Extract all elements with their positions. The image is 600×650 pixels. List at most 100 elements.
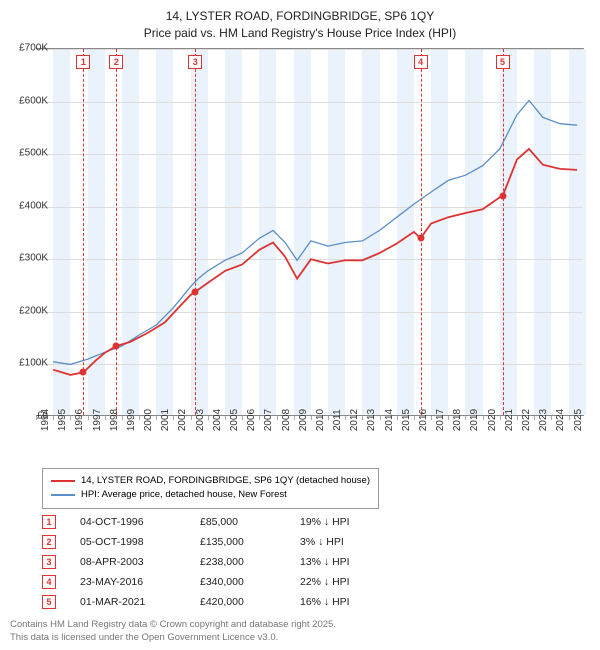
xtick-label: 2024 [555, 409, 566, 431]
sales-row-date: 01-MAR-2021 [80, 596, 200, 608]
sales-row-date: 05-OCT-1998 [80, 536, 200, 548]
plot-area: 12345 [36, 48, 584, 416]
xtick-mark [294, 416, 295, 420]
xtick-mark [448, 416, 449, 420]
sales-row-price: £340,000 [200, 576, 300, 588]
xtick-label: 2007 [263, 409, 274, 431]
xtick-mark [465, 416, 466, 420]
xtick-mark [483, 416, 484, 420]
xtick-mark [277, 416, 278, 420]
xtick-label: 2019 [469, 409, 480, 431]
sale-marker-vline [195, 49, 196, 415]
title-line-1: 14, LYSTER ROAD, FORDINGBRIDGE, SP6 1QY [10, 8, 590, 25]
xtick-mark [397, 416, 398, 420]
sale-marker-dot [417, 235, 424, 242]
sales-row-marker: 1 [42, 515, 56, 529]
xtick-label: 2025 [573, 409, 584, 431]
sales-row-marker: 4 [42, 575, 56, 589]
xtick-mark [500, 416, 501, 420]
sale-marker-vline [503, 49, 504, 415]
sale-marker-vline [116, 49, 117, 415]
xtick-mark [139, 416, 140, 420]
xtick-label: 1999 [126, 409, 137, 431]
xtick-label: 1995 [57, 409, 68, 431]
sales-row-diff: 22% ↓ HPI [300, 576, 410, 588]
ytick-label: £100K [19, 358, 48, 369]
xtick-mark [122, 416, 123, 420]
xtick-label: 1997 [92, 409, 103, 431]
ytick-label: £500K [19, 148, 48, 159]
xtick-label: 2012 [349, 409, 360, 431]
sales-row-price: £420,000 [200, 596, 300, 608]
sales-row-date: 08-APR-2003 [80, 556, 200, 568]
legend-swatch-red [51, 480, 75, 483]
sale-marker-dot [499, 193, 506, 200]
sale-marker-dot [113, 343, 120, 350]
legend: 14, LYSTER ROAD, FORDINGBRIDGE, SP6 1QY … [42, 468, 379, 509]
xtick-mark [53, 416, 54, 420]
sales-row: 308-APR-2003£238,00013% ↓ HPI [42, 552, 410, 572]
xtick-mark [362, 416, 363, 420]
xtick-label: 2016 [418, 409, 429, 431]
sale-marker-box: 3 [188, 55, 202, 69]
xtick-mark [517, 416, 518, 420]
ytick-label: £400K [19, 200, 48, 211]
xtick-label: 2008 [281, 409, 292, 431]
xtick-mark [156, 416, 157, 420]
sales-table: 104-OCT-1996£85,00019% ↓ HPI205-OCT-1998… [42, 512, 410, 612]
xtick-label: 1998 [109, 409, 120, 431]
legend-label-blue: HPI: Average price, detached house, New … [81, 488, 287, 502]
sales-row-price: £135,000 [200, 536, 300, 548]
hpi-line [53, 101, 577, 365]
xtick-label: 2022 [521, 409, 532, 431]
xtick-label: 2015 [401, 409, 412, 431]
sales-row: 205-OCT-1998£135,0003% ↓ HPI [42, 532, 410, 552]
sales-row: 104-OCT-1996£85,00019% ↓ HPI [42, 512, 410, 532]
xtick-label: 2004 [212, 409, 223, 431]
ytick-label: £300K [19, 253, 48, 264]
xtick-mark [70, 416, 71, 420]
xtick-mark [88, 416, 89, 420]
ytick-label: £200K [19, 305, 48, 316]
sales-row-diff: 3% ↓ HPI [300, 536, 410, 548]
xtick-mark [551, 416, 552, 420]
xtick-mark [173, 416, 174, 420]
title-block: 14, LYSTER ROAD, FORDINGBRIDGE, SP6 1QY … [0, 0, 600, 46]
xtick-mark [208, 416, 209, 420]
legend-row-hpi: HPI: Average price, detached house, New … [51, 488, 370, 502]
sale-marker-box: 4 [414, 55, 428, 69]
xtick-label: 2006 [246, 409, 257, 431]
xtick-label: 2009 [298, 409, 309, 431]
sales-row-marker: 3 [42, 555, 56, 569]
xtick-mark [259, 416, 260, 420]
sale-marker-vline [421, 49, 422, 415]
xtick-mark [534, 416, 535, 420]
chart-container: 14, LYSTER ROAD, FORDINGBRIDGE, SP6 1QY … [0, 0, 600, 650]
xtick-label: 2005 [229, 409, 240, 431]
attribution-line-2: This data is licensed under the Open Gov… [10, 632, 336, 644]
xtick-mark [569, 416, 570, 420]
sales-row-diff: 13% ↓ HPI [300, 556, 410, 568]
xtick-label: 2001 [160, 409, 171, 431]
legend-swatch-blue [51, 494, 75, 496]
xtick-label: 2000 [143, 409, 154, 431]
sale-marker-box: 5 [496, 55, 510, 69]
xtick-label: 2023 [538, 409, 549, 431]
xtick-label: 2003 [195, 409, 206, 431]
xtick-mark [311, 416, 312, 420]
xtick-mark [345, 416, 346, 420]
xtick-label: 2017 [435, 409, 446, 431]
xtick-mark [191, 416, 192, 420]
sale-marker-vline [83, 49, 84, 415]
xtick-label: 2020 [487, 409, 498, 431]
xtick-mark [242, 416, 243, 420]
ytick-label: £700K [19, 43, 48, 54]
property-line [53, 149, 577, 375]
sales-row-date: 23-MAY-2016 [80, 576, 200, 588]
legend-row-property: 14, LYSTER ROAD, FORDINGBRIDGE, SP6 1QY … [51, 474, 370, 488]
sale-marker-box: 1 [76, 55, 90, 69]
sales-row-date: 04-OCT-1996 [80, 516, 200, 528]
xtick-mark [105, 416, 106, 420]
xtick-label: 2014 [384, 409, 395, 431]
ytick-label: £600K [19, 95, 48, 106]
